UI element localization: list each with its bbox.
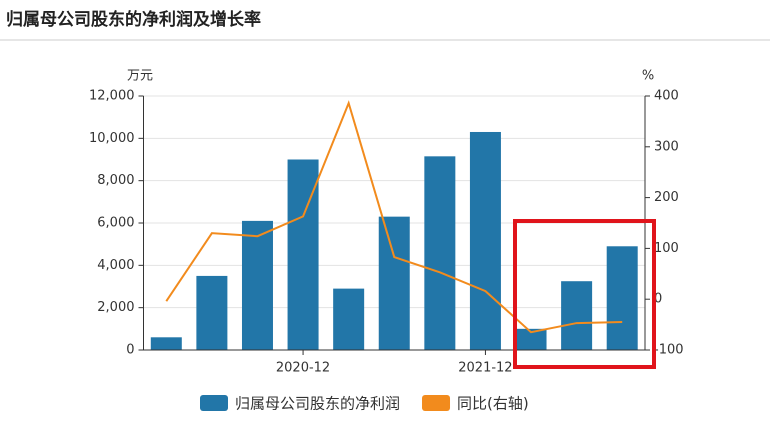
y2-unit: % [642, 69, 654, 84]
highlight-box [513, 219, 656, 369]
x-tick-label: 2020-12 [276, 361, 330, 376]
y-tick-label: 4,000 [97, 258, 134, 273]
y2-tick-label: 200 [654, 190, 679, 205]
bar [424, 156, 456, 350]
bar [333, 288, 365, 350]
y-tick-label: 12,000 [89, 89, 135, 104]
y2-tick-label: -100 [654, 343, 684, 358]
plot: 0 2,000 4,000 6,000 8,000 10,000 12,000 -100 0 10… [89, 89, 684, 413]
line [165, 100, 623, 334]
bar [150, 337, 182, 350]
bar [515, 328, 547, 350]
y2-tick-label: 100 [654, 241, 679, 256]
legend-swatch [200, 395, 228, 411]
legend-swatch [422, 395, 451, 411]
chart-title: 归属母公司股东的净利润及增长率 [6, 9, 261, 30]
bar [606, 246, 638, 350]
bar [241, 220, 273, 350]
bar [196, 275, 228, 350]
x-tick-label: 2021-12 [458, 361, 512, 376]
y-tick-label: 8,000 [97, 173, 134, 188]
y-tick-label: 6,000 [97, 216, 134, 231]
bar [378, 216, 410, 350]
legend-label: 同比(右轴) [457, 395, 529, 413]
y2-tick-label: 400 [654, 89, 679, 104]
bar [469, 131, 501, 350]
legend-label: 归属母公司股东的净利润 [235, 395, 400, 413]
y-unit: 万元 [127, 69, 153, 84]
y2-tick-label: 0 [654, 292, 662, 307]
bar [561, 281, 593, 350]
y2-tick-label: 300 [654, 139, 679, 154]
y-tick-label: 10,000 [89, 131, 135, 146]
y-tick-label: 2,000 [97, 300, 134, 315]
y-tick-label: 0 [126, 343, 134, 358]
